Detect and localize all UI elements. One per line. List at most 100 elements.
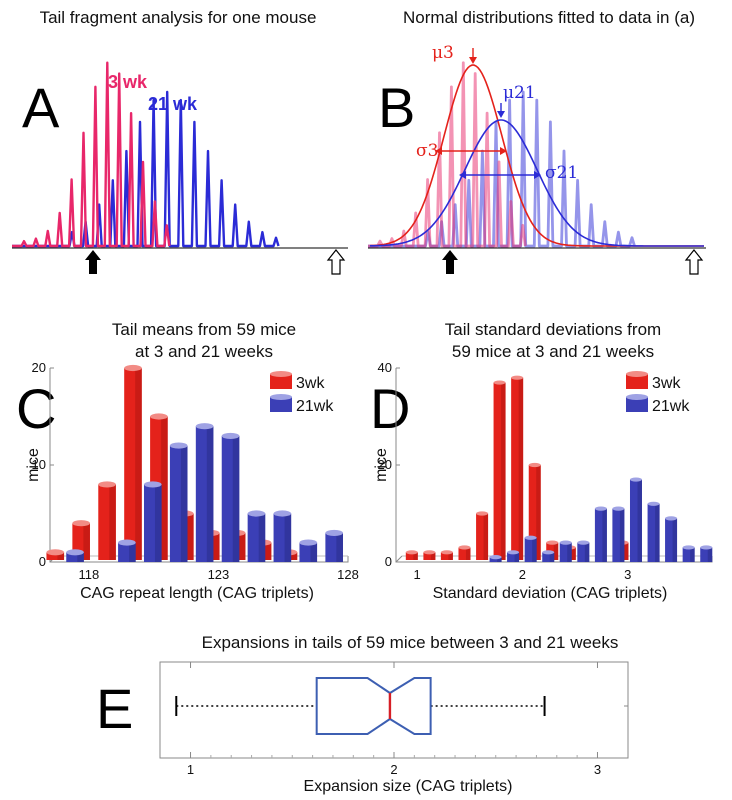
bar-body	[66, 552, 84, 562]
bar-top	[169, 442, 188, 449]
bar-top	[682, 545, 695, 550]
bar-shade	[707, 547, 713, 562]
bar-21wk-9	[577, 540, 590, 562]
bar-21wk-13	[647, 501, 660, 562]
open-arrow-icon	[684, 249, 704, 275]
bar-3wk-5	[493, 380, 506, 560]
bar-21wk-6	[221, 432, 240, 562]
panel-e-title: Expansions in tails of 59 mice between 3…	[202, 633, 619, 652]
bar-top	[546, 540, 559, 545]
bar-body	[118, 542, 136, 562]
legend-swatch-top	[626, 394, 648, 400]
bar-top	[405, 550, 418, 555]
bar-21wk-5	[507, 550, 520, 562]
bar-body	[195, 426, 214, 562]
label-3wk: 3 wk	[108, 72, 148, 92]
bar-body	[46, 552, 65, 560]
x-tick-label: 123	[208, 567, 230, 582]
legend: 3wk 21wk	[626, 371, 690, 415]
panel-d-title-line-2: 59 mice at 3 and 21 weeks	[452, 342, 654, 361]
bar-shade	[258, 513, 266, 562]
bar-top	[629, 477, 642, 482]
bar-top	[221, 432, 240, 439]
bar-body	[511, 377, 524, 560]
panel-b-fits	[369, 64, 704, 247]
bar-top	[247, 510, 266, 517]
sigma3-label: σ3	[416, 141, 438, 161]
bar-top	[559, 540, 572, 545]
bar-top	[594, 506, 607, 511]
notched-box	[315, 677, 432, 735]
bar-shade	[310, 542, 318, 562]
legend-label-21wk: 21wk	[652, 398, 690, 415]
bar-shade	[135, 368, 142, 560]
bar-21wk-10	[594, 506, 607, 562]
legend-swatch-21wk	[626, 397, 648, 412]
bar-shade	[655, 503, 660, 562]
bar-top	[647, 501, 660, 506]
bar-body	[325, 532, 343, 562]
x-tick-label: 118	[79, 567, 100, 582]
panel-c-chart: 0 10 20 118 123 128 3wk 21wk	[32, 360, 359, 582]
panel-b-title: Normal distributions fitted to data in (…	[403, 8, 695, 27]
panel-d-letter: D	[370, 377, 410, 440]
bar-top	[528, 462, 541, 468]
bar-body	[124, 368, 142, 560]
legend-label-21wk: 21wk	[296, 398, 334, 415]
bar-top	[98, 481, 116, 488]
bar-top	[577, 540, 590, 545]
bar-21wk-10	[325, 529, 343, 562]
bar-body	[247, 513, 266, 562]
panel-d: Tail standard deviations from 59 mice at…	[370, 320, 713, 602]
bar-body	[647, 503, 660, 562]
y-tick-label: 0	[385, 554, 392, 569]
bar-21wk-14	[665, 516, 678, 562]
bar-shade	[549, 552, 555, 562]
legend-label-3wk: 3wk	[296, 375, 325, 392]
bar-3wk-0	[405, 550, 418, 560]
legend-swatch-3wk	[626, 374, 648, 389]
bar-shade	[532, 537, 537, 562]
bar-21wk-4	[489, 555, 502, 562]
bar-shade	[567, 542, 572, 562]
panel-a-title: Tail fragment analysis for one mouse	[40, 8, 317, 27]
y-tick-label: 20	[378, 457, 392, 472]
legend-label-3wk: 3wk	[652, 375, 681, 392]
sigma21-right-arrowhead-icon	[534, 171, 541, 179]
bar-shade	[109, 484, 116, 560]
sigma3-right-arrowhead-icon	[500, 147, 507, 155]
trace-3wk	[12, 61, 171, 248]
bar-top	[542, 550, 555, 555]
bar-body	[524, 537, 537, 562]
bar-shade	[465, 547, 471, 560]
trace-3wk	[368, 61, 527, 248]
x-tick-label: 3	[624, 567, 631, 582]
legend-swatch-top	[270, 394, 292, 400]
bar-shade	[284, 513, 292, 562]
panel-e-letter: E	[96, 677, 133, 740]
x-tick-label: 2	[519, 567, 526, 582]
y-tick-label: 20	[32, 360, 46, 375]
bar-21wk-2	[118, 539, 136, 562]
bar-body	[169, 445, 188, 562]
bar-top	[299, 539, 318, 546]
x-tick-label: 2	[390, 762, 397, 777]
bar-shade	[161, 416, 168, 560]
bar-shade	[571, 547, 576, 560]
bar-shade	[602, 508, 607, 562]
x-tick-label: 128	[337, 567, 359, 582]
legend-swatch-21wk	[270, 397, 292, 412]
bar-top	[440, 550, 453, 555]
bar-21wk-12	[629, 477, 642, 562]
legend: 3wk 21wk	[270, 371, 334, 415]
bar-3wk-1	[423, 550, 436, 560]
bar-top	[665, 516, 678, 521]
bar-21wk-5	[195, 423, 214, 562]
panel-a-letter: A	[22, 76, 60, 139]
trace-21wk	[12, 90, 280, 248]
bar-shade	[672, 518, 678, 562]
bar-top	[72, 520, 90, 527]
bar-body	[665, 518, 678, 562]
bar-shade	[264, 542, 272, 560]
